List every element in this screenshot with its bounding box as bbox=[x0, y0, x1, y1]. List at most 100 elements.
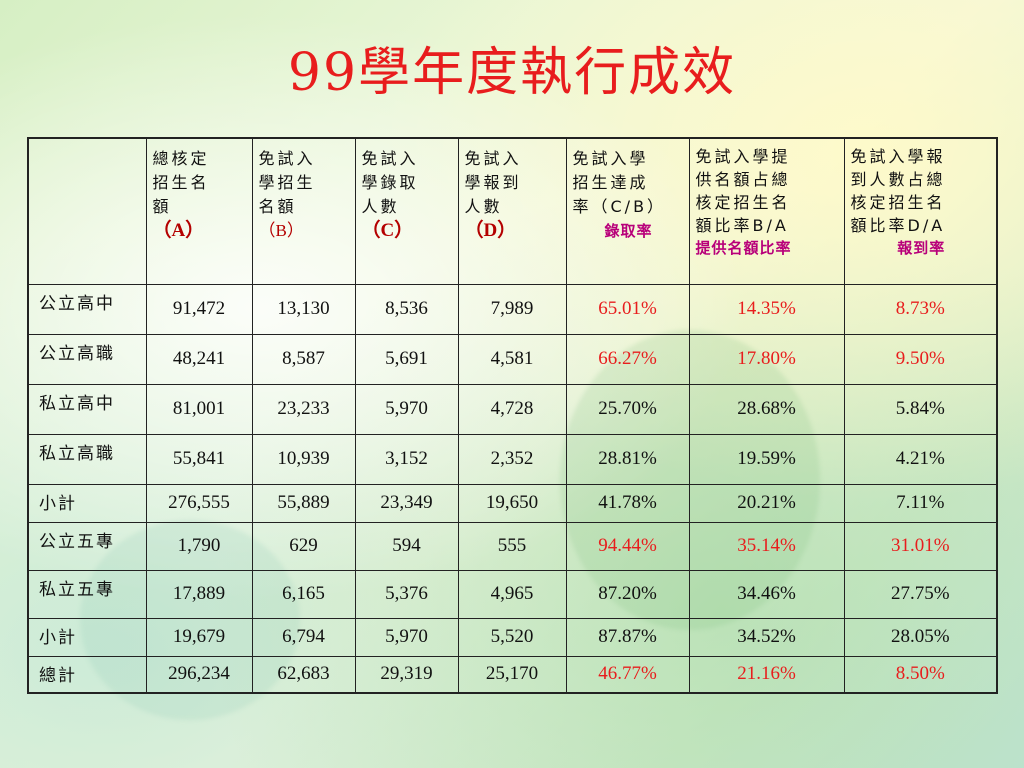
cell-achievement-rate: 28.81% bbox=[565, 433, 690, 485]
table-body: 公立高中 91,472 13,130 8,536 7,989 65.01% 14… bbox=[27, 283, 998, 694]
cell-achievement-rate: 87.20% bbox=[565, 569, 690, 619]
cell-enrolled: 19,650 bbox=[457, 483, 567, 523]
cell-achievement-rate: 46.77% bbox=[565, 655, 690, 694]
cell-admitted: 3,152 bbox=[354, 433, 459, 485]
cell-exam-free-quota: 8,587 bbox=[251, 333, 356, 385]
header-enrollment-ratio: 免試入學報 到人數占總 核定招生名 額比率D/A 報到率 bbox=[843, 137, 998, 285]
results-table: 總核定 招生名 額 （A） 免試入 學招生 名額 （B） 免試入 學錄取 人數 … bbox=[27, 137, 998, 694]
cell-exam-free-quota: 6,165 bbox=[251, 569, 356, 619]
cell-achievement-rate: 41.78% bbox=[565, 483, 690, 523]
cell-quota-ratio: 34.52% bbox=[688, 617, 845, 657]
row-label: 私立五專 bbox=[27, 569, 147, 619]
header-code-d: （D） bbox=[464, 220, 517, 241]
cell-total-quota: 19,679 bbox=[145, 617, 253, 657]
cell-exam-free-quota: 10,939 bbox=[251, 433, 356, 485]
cell-quota-ratio: 20.21% bbox=[688, 483, 845, 523]
cell-enrollment-ratio: 5.84% bbox=[843, 383, 998, 435]
table-row: 公立高職 48,241 8,587 5,691 4,581 66.27% 17.… bbox=[27, 333, 998, 385]
cell-enrollment-ratio: 9.50% bbox=[843, 333, 998, 385]
cell-enrolled: 555 bbox=[457, 521, 567, 571]
cell-admitted: 594 bbox=[354, 521, 459, 571]
cell-quota-ratio: 17.80% bbox=[688, 333, 845, 385]
row-label: 總計 bbox=[27, 655, 147, 694]
header-sub-enrollment-rate: 報到率 bbox=[897, 239, 946, 257]
cell-enrolled: 5,520 bbox=[457, 617, 567, 657]
header-enrolled-count: 免試入 學報到 人數 （D） bbox=[457, 137, 567, 285]
header-code-c: （C） bbox=[361, 220, 414, 241]
cell-enrollment-ratio: 28.05% bbox=[843, 617, 998, 657]
table-row: 私立高職 55,841 10,939 3,152 2,352 28.81% 19… bbox=[27, 433, 998, 485]
header-sub-admission-rate: 錄取率 bbox=[604, 222, 653, 240]
cell-exam-free-quota: 23,233 bbox=[251, 383, 356, 435]
cell-enrollment-ratio: 4.21% bbox=[843, 433, 998, 485]
header-code-b: （B） bbox=[258, 221, 304, 240]
cell-exam-free-quota: 6,794 bbox=[251, 617, 356, 657]
cell-achievement-rate: 65.01% bbox=[565, 283, 690, 335]
cell-achievement-rate: 25.70% bbox=[565, 383, 690, 435]
cell-admitted: 5,970 bbox=[354, 383, 459, 435]
results-table-container: 總核定 招生名 額 （A） 免試入 學招生 名額 （B） 免試入 學錄取 人數 … bbox=[27, 137, 998, 694]
cell-total-quota: 1,790 bbox=[145, 521, 253, 571]
cell-exam-free-quota: 13,130 bbox=[251, 283, 356, 335]
cell-enrolled: 7,989 bbox=[457, 283, 567, 335]
header-quota-ratio: 免試入學提 供名額占總 核定招生名 額比率B/A 提供名額比率 bbox=[688, 137, 845, 285]
cell-exam-free-quota: 62,683 bbox=[251, 655, 356, 694]
cell-admitted: 23,349 bbox=[354, 483, 459, 523]
cell-total-quota: 17,889 bbox=[145, 569, 253, 619]
header-sub-quota-ratio: 提供名額比率 bbox=[695, 239, 792, 257]
table-row-total: 總計 296,234 62,683 29,319 25,170 46.77% 2… bbox=[27, 655, 998, 694]
cell-total-quota: 55,841 bbox=[145, 433, 253, 485]
cell-admitted: 8,536 bbox=[354, 283, 459, 335]
cell-enrollment-ratio: 27.75% bbox=[843, 569, 998, 619]
cell-achievement-rate: 94.44% bbox=[565, 521, 690, 571]
cell-quota-ratio: 34.46% bbox=[688, 569, 845, 619]
header-row: 總核定 招生名 額 （A） 免試入 學招生 名額 （B） 免試入 學錄取 人數 … bbox=[27, 137, 998, 285]
cell-enrolled: 4,728 bbox=[457, 383, 567, 435]
cell-total-quota: 296,234 bbox=[145, 655, 253, 694]
cell-enrollment-ratio: 7.11% bbox=[843, 483, 998, 523]
cell-admitted: 5,691 bbox=[354, 333, 459, 385]
cell-quota-ratio: 19.59% bbox=[688, 433, 845, 485]
header-total-quota: 總核定 招生名 額 （A） bbox=[145, 137, 253, 285]
cell-total-quota: 48,241 bbox=[145, 333, 253, 385]
row-label: 公立高職 bbox=[27, 333, 147, 385]
cell-enrollment-ratio: 31.01% bbox=[843, 521, 998, 571]
table-row-subtotal: 小計 19,679 6,794 5,970 5,520 87.87% 34.52… bbox=[27, 617, 998, 657]
table-row-subtotal: 小計 276,555 55,889 23,349 19,650 41.78% 2… bbox=[27, 483, 998, 523]
cell-admitted: 5,970 bbox=[354, 617, 459, 657]
row-label: 公立高中 bbox=[27, 283, 147, 335]
cell-admitted: 29,319 bbox=[354, 655, 459, 694]
cell-enrolled: 2,352 bbox=[457, 433, 567, 485]
header-achievement-rate: 免試入學 招生達成 率（C/B） 錄取率 bbox=[565, 137, 690, 285]
cell-achievement-rate: 66.27% bbox=[565, 333, 690, 385]
cell-total-quota: 81,001 bbox=[145, 383, 253, 435]
header-admitted-count: 免試入 學錄取 人數 （C） bbox=[354, 137, 459, 285]
cell-enrolled: 4,581 bbox=[457, 333, 567, 385]
cell-enrolled: 25,170 bbox=[457, 655, 567, 694]
cell-quota-ratio: 14.35% bbox=[688, 283, 845, 335]
row-label: 小計 bbox=[27, 617, 147, 657]
cell-enrollment-ratio: 8.73% bbox=[843, 283, 998, 335]
cell-total-quota: 91,472 bbox=[145, 283, 253, 335]
cell-quota-ratio: 28.68% bbox=[688, 383, 845, 435]
cell-exam-free-quota: 55,889 bbox=[251, 483, 356, 523]
cell-quota-ratio: 21.16% bbox=[688, 655, 845, 694]
row-label: 小計 bbox=[27, 483, 147, 523]
table-row: 公立五專 1,790 629 594 555 94.44% 35.14% 31.… bbox=[27, 521, 998, 571]
row-label: 私立高中 bbox=[27, 383, 147, 435]
cell-exam-free-quota: 629 bbox=[251, 521, 356, 571]
page-title: 99學年度執行成效 bbox=[287, 43, 737, 103]
header-exam-free-quota: 免試入 學招生 名額 （B） bbox=[251, 137, 356, 285]
table-row: 公立高中 91,472 13,130 8,536 7,989 65.01% 14… bbox=[27, 283, 998, 335]
row-label: 公立五專 bbox=[27, 521, 147, 571]
cell-enrollment-ratio: 8.50% bbox=[843, 655, 998, 694]
cell-quota-ratio: 35.14% bbox=[688, 521, 845, 571]
cell-achievement-rate: 87.87% bbox=[565, 617, 690, 657]
row-label: 私立高職 bbox=[27, 433, 147, 485]
header-corner bbox=[27, 137, 147, 285]
cell-total-quota: 276,555 bbox=[145, 483, 253, 523]
table-row: 私立五專 17,889 6,165 5,376 4,965 87.20% 34.… bbox=[27, 569, 998, 619]
cell-enrolled: 4,965 bbox=[457, 569, 567, 619]
table-row: 私立高中 81,001 23,233 5,970 4,728 25.70% 28… bbox=[27, 383, 998, 435]
cell-admitted: 5,376 bbox=[354, 569, 459, 619]
